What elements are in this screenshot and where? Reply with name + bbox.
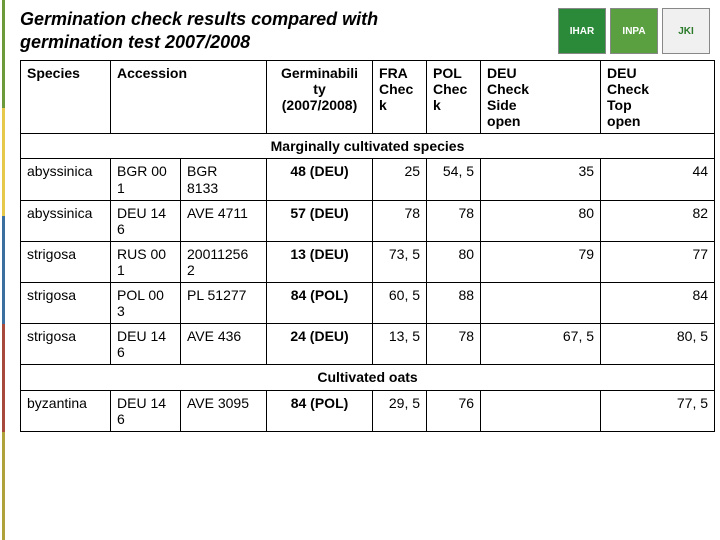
page-title: Germination check results compared with … [20, 8, 460, 53]
results-table: Species Accession Germinability(2007/200… [20, 60, 715, 432]
col-deu-side: DEUCheckSideopen [481, 61, 601, 134]
cell-deu_side: 67, 5 [481, 324, 601, 365]
accent-stripes [0, 0, 8, 540]
logo-ihar: IHAR [558, 8, 606, 54]
cell-germ: 84 (POL) [267, 283, 373, 324]
table-row: strigosaPOL 003PL 5127784 (POL)60, 588 84 [21, 283, 715, 324]
cell-species: strigosa [21, 324, 111, 365]
cell-species: byzantina [21, 390, 111, 431]
cell-deu_top: 82 [601, 200, 715, 241]
cell-deu_side: 35 [481, 159, 601, 200]
table-row: byzantinaDEU 146AVE 309584 (POL)29, 576 7… [21, 390, 715, 431]
cell-fra: 13, 5 [373, 324, 427, 365]
section-header: Cultivated oats [21, 365, 715, 390]
logo-row: IHAR INPA JKI [558, 8, 710, 54]
cell-species: strigosa [21, 283, 111, 324]
cell-acc2: BGR8133 [181, 159, 267, 200]
table-row: abyssinicaBGR 001BGR813348 (DEU)2554, 53… [21, 159, 715, 200]
cell-deu_top: 77 [601, 241, 715, 282]
col-fra: FRACheck [373, 61, 427, 134]
cell-pol: 78 [427, 200, 481, 241]
section-label: Cultivated oats [21, 365, 715, 390]
col-accession: Accession [111, 61, 267, 134]
cell-acc1: DEU 146 [111, 324, 181, 365]
cell-acc2: AVE 4711 [181, 200, 267, 241]
cell-acc2: 200112562 [181, 241, 267, 282]
cell-species: abyssinica [21, 159, 111, 200]
cell-germ: 13 (DEU) [267, 241, 373, 282]
table-row: strigosaDEU 146AVE 43624 (DEU)13, 57867,… [21, 324, 715, 365]
cell-fra: 29, 5 [373, 390, 427, 431]
col-pol: POLCheck [427, 61, 481, 134]
cell-acc1: DEU 146 [111, 200, 181, 241]
cell-deu_side: 80 [481, 200, 601, 241]
cell-germ: 24 (DEU) [267, 324, 373, 365]
cell-species: strigosa [21, 241, 111, 282]
cell-species: abyssinica [21, 200, 111, 241]
table-row: strigosaRUS 00120011256213 (DEU)73, 5807… [21, 241, 715, 282]
cell-germ: 57 (DEU) [267, 200, 373, 241]
section-label: Marginally cultivated species [21, 134, 715, 159]
cell-deu_top: 44 [601, 159, 715, 200]
cell-deu_side: 79 [481, 241, 601, 282]
col-species: Species [21, 61, 111, 134]
header-row: Species Accession Germinability(2007/200… [21, 61, 715, 134]
cell-pol: 54, 5 [427, 159, 481, 200]
cell-acc2: AVE 436 [181, 324, 267, 365]
cell-fra: 78 [373, 200, 427, 241]
cell-fra: 25 [373, 159, 427, 200]
cell-acc2: PL 51277 [181, 283, 267, 324]
logo-jki: JKI [662, 8, 710, 54]
cell-deu_top: 80, 5 [601, 324, 715, 365]
cell-acc1: POL 003 [111, 283, 181, 324]
cell-acc2: AVE 3095 [181, 390, 267, 431]
cell-deu_side [481, 283, 601, 324]
cell-acc1: DEU 146 [111, 390, 181, 431]
cell-pol: 78 [427, 324, 481, 365]
cell-acc1: RUS 001 [111, 241, 181, 282]
col-germ: Germinability(2007/2008) [267, 61, 373, 134]
cell-pol: 80 [427, 241, 481, 282]
section-header: Marginally cultivated species [21, 134, 715, 159]
cell-pol: 76 [427, 390, 481, 431]
cell-fra: 60, 5 [373, 283, 427, 324]
cell-fra: 73, 5 [373, 241, 427, 282]
col-deu-top: DEUCheckTopopen [601, 61, 715, 134]
cell-acc1: BGR 001 [111, 159, 181, 200]
cell-germ: 84 (POL) [267, 390, 373, 431]
table-row: abyssinicaDEU 146AVE 471157 (DEU)7878808… [21, 200, 715, 241]
cell-pol: 88 [427, 283, 481, 324]
cell-deu_top: 84 [601, 283, 715, 324]
cell-deu_side [481, 390, 601, 431]
cell-deu_top: 77, 5 [601, 390, 715, 431]
logo-inpa: INPA [610, 8, 658, 54]
cell-germ: 48 (DEU) [267, 159, 373, 200]
